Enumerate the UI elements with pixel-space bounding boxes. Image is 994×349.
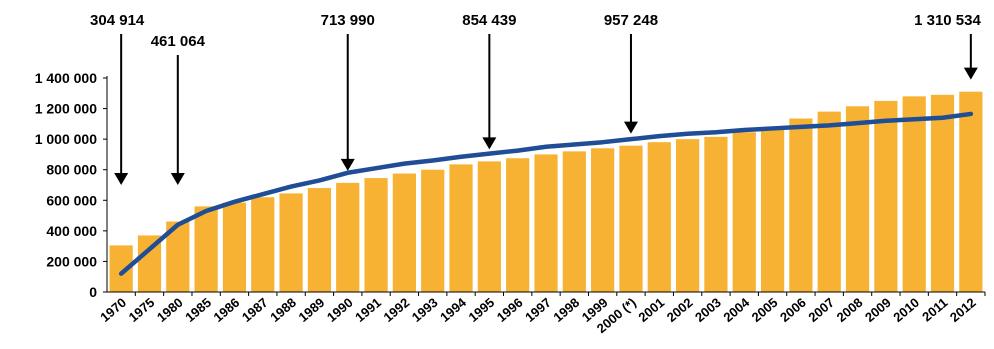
x-tick-label: 1996 — [494, 295, 526, 325]
y-axis: 0 200 000 400 000 600 000 800 000 1 000 000 1 … — [35, 70, 108, 300]
bar-1990 — [336, 182, 360, 292]
bar-1999 — [591, 148, 615, 292]
x-tick-label: 2008 — [834, 295, 866, 325]
annotation-label: 1 310 534 — [914, 12, 981, 29]
x-tick-label: 2011 — [919, 295, 950, 325]
bar-2012 — [959, 91, 983, 293]
y-tick-label: 1 400 000 — [35, 70, 97, 86]
annotation-arrow-head — [340, 158, 355, 171]
trend-line — [118, 111, 974, 276]
bar-2003 — [704, 136, 728, 292]
bar-1995 — [477, 161, 501, 292]
bar-2009 — [874, 100, 898, 293]
bar-1980 — [166, 221, 190, 292]
annotation-label: 854 439 — [462, 12, 516, 29]
x-tick-label: 2003 — [692, 295, 724, 325]
bar-2007 — [817, 111, 841, 292]
bar-2005 — [760, 128, 785, 292]
annotation-label: 461 064 — [151, 33, 206, 50]
annotation-arrow-head — [963, 67, 978, 80]
bar-1988 — [279, 193, 303, 292]
bar-1993 — [421, 169, 445, 292]
line-series — [118, 111, 974, 276]
annotations: 304 914 461 064 713 990 854 439 957 248 1 310… — [90, 12, 981, 185]
bars — [109, 91, 983, 293]
x-tick-label: 1998 — [550, 295, 582, 325]
x-tick-label: 1986 — [211, 295, 243, 325]
bar-1975 — [137, 235, 162, 292]
x-tick-label: 2005 — [749, 295, 781, 325]
bar-1992 — [392, 173, 416, 292]
x-tick-label: 2002 — [664, 295, 696, 325]
x-tick-label: 1994 — [437, 294, 469, 325]
x-tick-label: 1991 — [352, 295, 384, 325]
y-tick-label: 800 000 — [46, 162, 97, 178]
bar-2004 — [732, 132, 756, 292]
annotation-label: 957 248 — [604, 12, 658, 29]
x-tick-label: 1988 — [267, 295, 299, 325]
bar-1986 — [222, 202, 247, 292]
x-tick-label: 2012 — [947, 295, 979, 325]
y-tick-label: 1 000 000 — [35, 131, 97, 147]
x-tick-label: 1987 — [239, 295, 271, 325]
bar-1991 — [364, 178, 388, 292]
x-tick-label: 1989 — [296, 295, 328, 325]
x-tick-label: 2001 — [635, 295, 667, 325]
x-tick-label: 1980 — [154, 295, 186, 325]
x-axis: 1970197519801985198619871988198919901991… — [97, 291, 986, 336]
y-tick-label: 0 — [89, 284, 97, 300]
bar-2006 — [789, 118, 813, 292]
bar-1970 — [109, 245, 133, 292]
annotation-arrow-head — [482, 137, 497, 150]
x-tick-label: 1992 — [381, 295, 413, 325]
bar-1985 — [194, 206, 218, 292]
x-tick-label: 1993 — [409, 295, 441, 325]
bar-1996 — [506, 158, 530, 292]
annotation-arrow-head — [623, 121, 638, 134]
x-tick-label: 2007 — [805, 295, 837, 325]
x-tick-label: 1975 — [126, 295, 158, 325]
y-tick-label: 200 000 — [46, 253, 97, 269]
bar-2011 — [930, 94, 955, 292]
y-tick-label: 400 000 — [46, 223, 97, 239]
x-tick-label: 1985 — [182, 295, 214, 325]
bar-1998 — [562, 151, 586, 292]
bar-2008 — [845, 106, 870, 292]
annotation-label: 304 914 — [90, 12, 145, 29]
bar-1989 — [307, 188, 332, 292]
annotation-arrow-head — [114, 173, 129, 185]
bar-2002 — [676, 139, 700, 292]
x-tick-label: 2010 — [890, 295, 922, 325]
bar-2000 — [619, 145, 643, 292]
x-tick-label: 2004 — [720, 294, 752, 325]
annotation-label: 713 990 — [321, 12, 375, 29]
x-tick-label: 1990 — [324, 295, 356, 325]
x-tick-label: 1997 — [522, 295, 554, 325]
x-tick-label: 2006 — [777, 295, 809, 325]
bar-2010 — [902, 96, 926, 292]
annotation-arrow-head — [170, 173, 185, 185]
x-tick-label: 2009 — [862, 295, 894, 325]
bar-2001 — [647, 142, 671, 292]
bar-1987 — [251, 197, 275, 292]
bar-1997 — [534, 154, 558, 292]
y-tick-label: 1 200 000 — [35, 101, 97, 117]
x-tick-label: 1970 — [97, 295, 129, 325]
x-tick-label: 1995 — [465, 295, 497, 325]
y-tick-label: 600 000 — [46, 192, 97, 208]
bar-1994 — [449, 164, 473, 292]
